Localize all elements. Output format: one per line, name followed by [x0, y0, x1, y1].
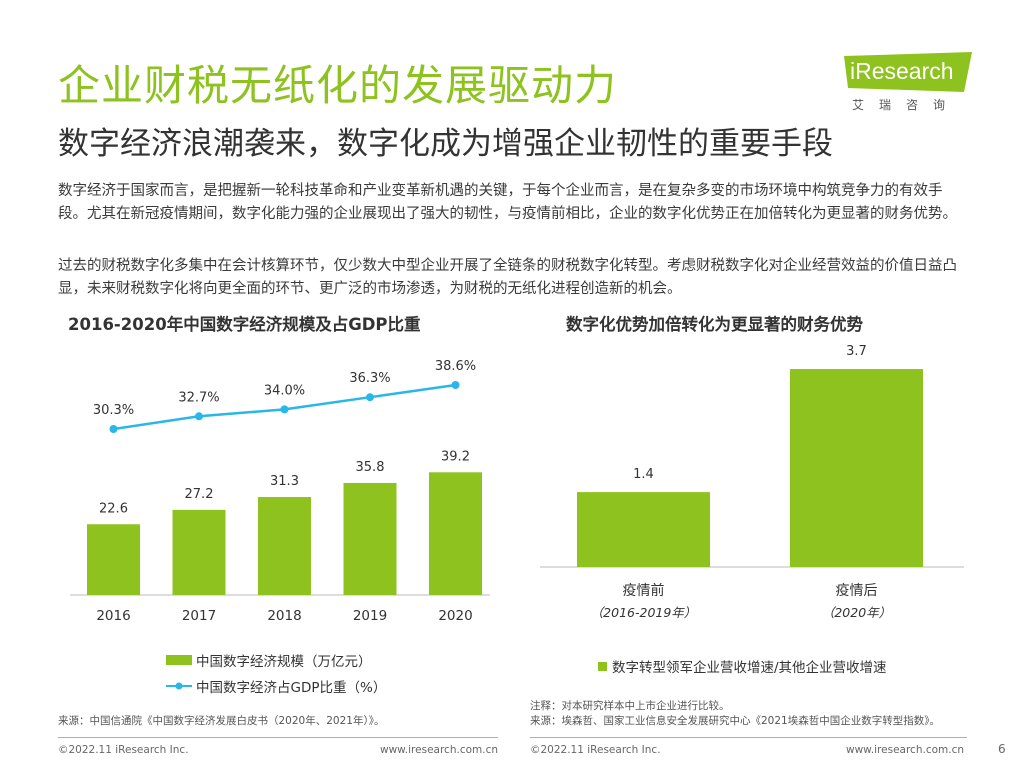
copyright-left: ©2022.11 iResearch Inc.	[58, 744, 189, 756]
line-point-2018	[280, 405, 289, 414]
line-point-2019	[366, 393, 374, 402]
x-tick-2016: 2016	[96, 608, 130, 624]
website-left[interactable]: www.iresearch.com.cn	[380, 744, 499, 756]
bar-label-2018: 31.3	[270, 474, 299, 489]
chart2-legend: 数字转型领军企业营收增速/其他企业营收增速	[598, 656, 887, 676]
bar2-0	[577, 492, 710, 567]
footer-divider-right	[530, 737, 967, 738]
x-tick-2018: 2018	[267, 608, 301, 624]
x-tick-2020: 2020	[438, 608, 472, 624]
page-title: 企业财税无纸化的发展驱动力	[58, 61, 618, 110]
line-point-2020	[451, 381, 460, 390]
logo-text: iResearch	[850, 58, 954, 84]
copyright-right: ©2022.11 iResearch Inc.	[530, 744, 661, 756]
logo-badge	[844, 52, 972, 92]
bar-label-2019: 35.8	[356, 460, 385, 475]
footer-divider-left	[58, 737, 498, 738]
page-subtitle: 数字经济浪潮袭来，数字化成为增强企业韧性的重要手段	[58, 126, 833, 162]
legend-bar-swatch	[166, 655, 192, 665]
chart2-title: 数字化优势加倍转化为更显著的财务优势	[566, 315, 863, 334]
line-point-2017	[195, 412, 203, 421]
source-left: 来源：中国信通院《中国数字经济发展白皮书（2020年、2021年）》。	[58, 715, 385, 727]
line-label-2020: 38.6%	[435, 359, 476, 374]
x2-tick-1: 疫情后	[836, 583, 878, 599]
chart1-title: 2016-2020年中国数字经济规模及占GDP比重	[68, 315, 421, 334]
bar2-label-0: 1.4	[633, 467, 654, 482]
legend-bar-label: 中国数字经济规模（万亿元）	[196, 654, 372, 670]
note-right: 注释：对本研究样本中上市企业进行比较。	[530, 700, 730, 712]
x2-tick-0: 疫情前	[623, 582, 665, 599]
x-tick-2019: 2019	[353, 608, 387, 624]
legend-line-swatch	[166, 682, 192, 690]
bar-label-2017: 27.2	[185, 487, 214, 502]
x-tick-2017: 2017	[182, 608, 216, 624]
line-point-2016	[109, 425, 118, 433]
x2-note-1: （2020年）	[822, 605, 891, 620]
chart1-plot: 22.6 2016 27.2 2017 31.3 2018 35.8 2019 39.2 2020…	[70, 359, 490, 624]
bar-2017	[172, 509, 226, 595]
bar-label-2020: 39.2	[441, 449, 470, 464]
page-number: 6	[998, 742, 1006, 756]
line-label-2017: 32.7%	[178, 390, 219, 405]
bar2-1	[790, 369, 923, 567]
bar-2019	[343, 482, 397, 595]
intro-paragraph-2: 过去的财税数字化多集中在会计核算环节，仅少数大中型企业开展了全链条的财税数字化转…	[58, 258, 957, 297]
line-label-2016: 30.3%	[93, 403, 134, 418]
logo-chinese: 艾瑞咨询	[852, 98, 961, 112]
line-label-2019: 36.3%	[349, 371, 390, 386]
bar2-label-1: 3.7	[846, 344, 867, 359]
x2-note-0: （2016-2019年）	[591, 605, 697, 620]
legend2-swatch	[598, 661, 607, 671]
chart1-legend-bar: 中国数字经济规模（万亿元）	[166, 650, 372, 670]
legend2-label: 数字转型领军企业营收增速/其他企业营收增速	[612, 660, 887, 676]
source-right: 来源：埃森哲、国家工业信息安全发展研究中心《2021埃森哲中国企业数字转型指数》…	[530, 715, 940, 727]
iresearch-logo: iResearch 艾瑞咨询	[844, 52, 974, 112]
chart1-legend-line: 中国数字经济占GDP比重（%）	[166, 676, 386, 696]
legend-line-label: 中国数字经济占GDP比重（%）	[196, 680, 387, 696]
intro-paragraph-1: 数字经济于国家而言，是把握新一轮科技革命和产业变革新机遇的关键，于每个企业而言，…	[58, 183, 957, 222]
chart2-plot: 1.4 疫情前 （2016-2019年） 3.7 疫情后 （2020年）	[540, 344, 964, 620]
bar-label-2016: 22.6	[99, 501, 128, 516]
bar-2020	[429, 472, 482, 595]
bar-2016	[87, 524, 140, 595]
bar-2018	[258, 497, 311, 595]
website-right[interactable]: www.iresearch.com.cn	[846, 744, 965, 756]
line-label-2018: 34.0%	[264, 383, 305, 398]
